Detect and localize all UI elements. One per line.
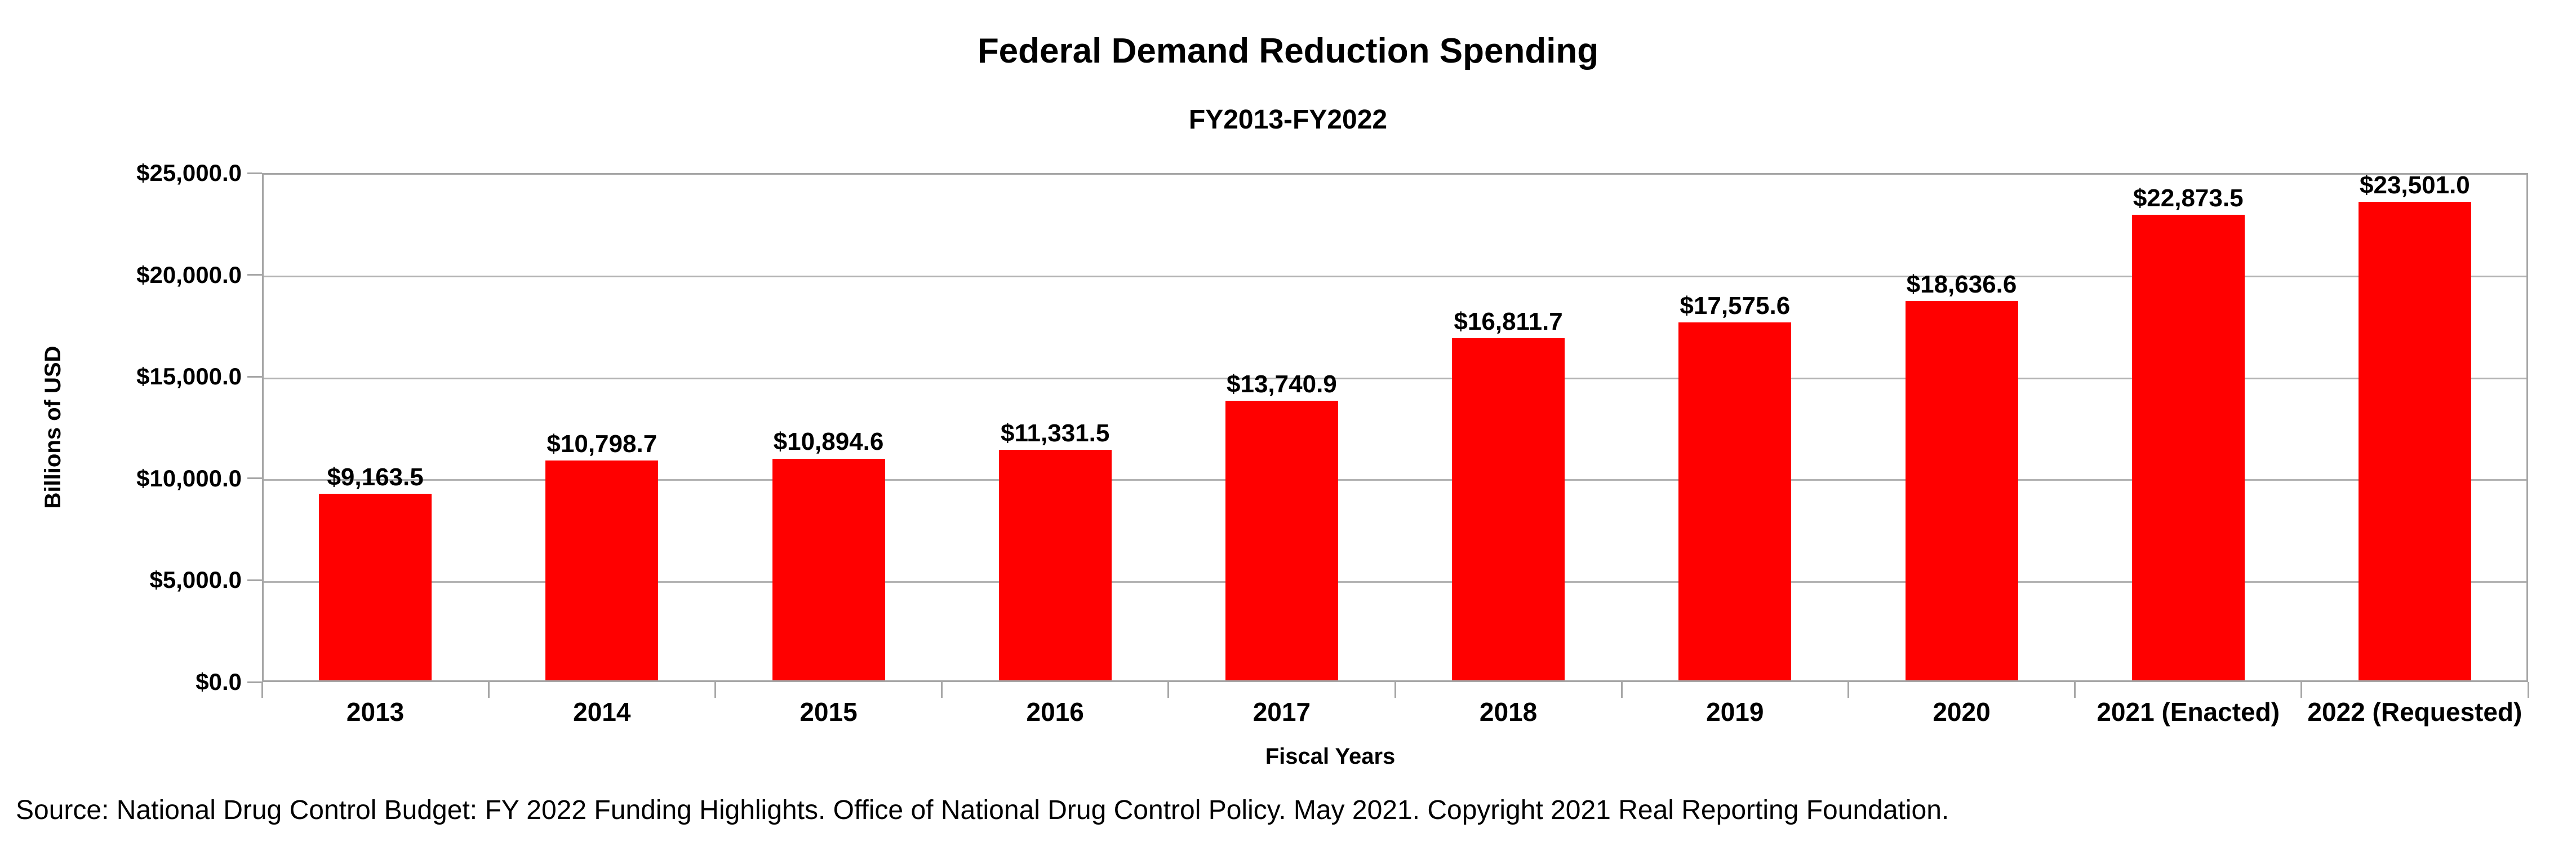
x-tick-label: 2020 — [1933, 697, 1991, 727]
y-tick-mark — [247, 681, 262, 683]
bar-value-label: $13,740.9 — [1227, 370, 1337, 398]
x-tick-mark — [1394, 682, 1396, 698]
bar-value-label: $22,873.5 — [2133, 184, 2244, 212]
bar-2019 — [1678, 322, 1792, 680]
source-note: Source: National Drug Control Budget: FY… — [16, 795, 1949, 825]
x-tick-label: 2021 (Enacted) — [2097, 697, 2280, 727]
bar-value-label: $11,331.5 — [1001, 419, 1110, 447]
bar-value-label: $10,798.7 — [547, 429, 658, 458]
x-tick-mark — [2074, 682, 2076, 698]
bar-value-label: $16,811.7 — [1454, 307, 1563, 335]
x-tick-label: 2019 — [1706, 697, 1764, 727]
x-tick-label: 2016 — [1026, 697, 1084, 727]
x-tick-mark — [2300, 682, 2303, 698]
x-tick-mark — [714, 682, 716, 698]
x-tick-label: 2014 — [573, 697, 631, 727]
y-tick-mark — [247, 579, 262, 581]
bar-2020 — [1905, 300, 2018, 680]
bar-2021 (Enacted) — [2131, 214, 2245, 680]
x-tick-mark — [2527, 682, 2529, 698]
y-tick-label: $10,000.0 — [136, 464, 242, 492]
x-tick-mark — [941, 682, 943, 698]
x-tick-label: 2015 — [800, 697, 858, 727]
chart-subtitle: FY2013-FY2022 — [1188, 105, 1388, 135]
bar-2022 (Requested) — [2358, 202, 2471, 680]
gridline-5000 — [264, 581, 2526, 583]
bar-value-label: $10,894.6 — [773, 428, 884, 456]
y-tick-mark — [247, 274, 262, 276]
y-tick-mark — [247, 477, 262, 480]
x-tick-mark — [487, 682, 490, 698]
x-tick-label: 2022 (Requested) — [2307, 697, 2522, 727]
x-tick-mark — [1620, 682, 1623, 698]
bar-2014 — [545, 460, 659, 680]
bar-value-label: $9,163.5 — [327, 463, 424, 491]
bar-2015 — [772, 458, 885, 680]
bar-2016 — [998, 449, 1112, 680]
x-tick-label: 2013 — [346, 697, 405, 727]
y-tick-label: $5,000.0 — [149, 566, 242, 594]
gridline-10000 — [264, 479, 2526, 481]
x-tick-mark — [1847, 682, 1849, 698]
y-tick-mark — [247, 172, 262, 174]
bar-2017 — [1225, 400, 1338, 680]
x-tick-label: 2018 — [1479, 697, 1538, 727]
gridline-20000 — [264, 276, 2526, 278]
gridline-15000 — [264, 377, 2526, 379]
y-tick-label: $25,000.0 — [136, 160, 242, 186]
x-tick-mark — [1167, 682, 1170, 698]
bar-value-label: $17,575.6 — [1680, 292, 1791, 320]
x-axis-title: Fiscal Years — [1265, 744, 1396, 769]
y-tick-label: $0.0 — [196, 668, 242, 695]
y-tick-mark — [247, 375, 262, 378]
bar-2018 — [1452, 338, 1565, 680]
y-tick-label: $20,000.0 — [136, 261, 242, 288]
bar-value-label: $18,636.6 — [1906, 270, 2017, 298]
bar-2013 — [319, 494, 432, 680]
bar-value-label: $23,501.0 — [2360, 171, 2470, 200]
plot-area — [262, 173, 2528, 682]
x-tick-mark — [261, 682, 263, 698]
chart-title: Federal Demand Reduction Spending — [977, 32, 1599, 70]
y-tick-label: $15,000.0 — [136, 363, 242, 390]
x-tick-label: 2017 — [1253, 697, 1311, 727]
